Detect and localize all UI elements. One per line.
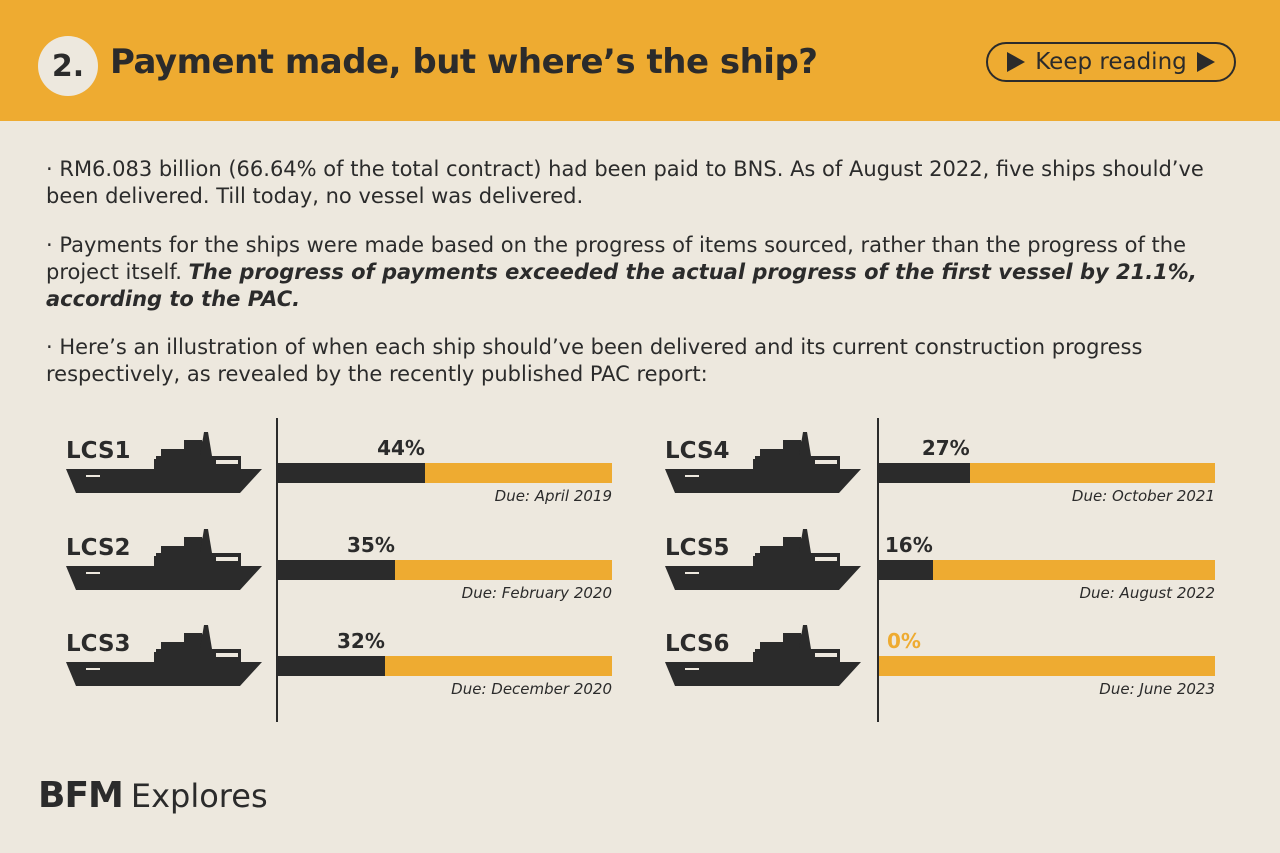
brand-suffix: Explores [130,777,268,815]
progress-bar-fill [879,560,933,580]
play-icon [1007,52,1026,72]
header-banner: 2. Payment made, but where’s the ship? K… [0,0,1280,121]
ship-icon [665,625,861,687]
paragraph-illustration: · Here’s an illustration of when each sh… [46,335,1143,386]
progress-value-label: 27% [921,436,970,460]
paragraph-progress-text: · Payments for the ships were made based… [46,233,1187,284]
progress-bar-fill [879,463,970,483]
paragraph-progress: · Payments for the ships were made based… [46,232,1246,313]
due-date-label: Due: December 2020 [451,680,612,698]
progress-bar-track [879,560,1215,580]
paragraph-progress-emphasis: The progress of payments exceeded the ac… [46,260,1197,311]
progress-bar-track [879,656,1215,676]
keep-reading-label: Keep reading [1035,49,1187,75]
due-date-label: Due: February 2020 [461,584,612,602]
ship-icon [665,529,861,591]
due-date-label: Due: June 2023 [1099,680,1215,698]
ship-label: LCS1 [66,438,131,464]
chart-divider [276,418,278,722]
ship-icon [66,529,262,591]
ship-icon [66,432,262,494]
ship-label: LCS3 [66,631,131,657]
ship-label: LCS5 [665,535,730,561]
progress-value-label: 32% [337,629,385,653]
progress-bar-fill [278,560,395,580]
ship-label: LCS6 [665,631,730,657]
ship-icon [665,432,861,494]
play-icon [1196,52,1215,72]
keep-reading-button[interactable]: Keep reading [986,42,1236,82]
due-date-label: Due: October 2021 [1071,487,1215,505]
progress-bar-fill [278,656,385,676]
due-date-label: Due: August 2022 [1079,584,1215,602]
section-number: 2. [38,36,98,96]
progress-bar-fill [278,463,425,483]
progress-value-label: 44% [377,436,425,460]
page-title: Payment made, but where’s the ship? [110,42,818,82]
progress-bar-track [278,463,612,483]
brand-logo: BFM Explores [38,775,268,816]
progress-value-label: 16% [884,533,933,557]
progress-value-label: 35% [347,533,395,557]
progress-bar-track [278,560,612,580]
ship-label: LCS4 [665,438,730,464]
ship-icon [66,625,262,687]
due-date-label: Due: April 2019 [494,487,612,505]
ship-label: LCS2 [66,535,131,561]
paragraph-payment: · RM6.083 billion (66.64% of the total c… [46,157,1204,208]
brand-name: BFM [38,775,124,816]
progress-bar-track [879,463,1215,483]
progress-bar-track [278,656,612,676]
chart-divider [877,418,879,722]
progress-value-label: 0% [887,629,921,653]
